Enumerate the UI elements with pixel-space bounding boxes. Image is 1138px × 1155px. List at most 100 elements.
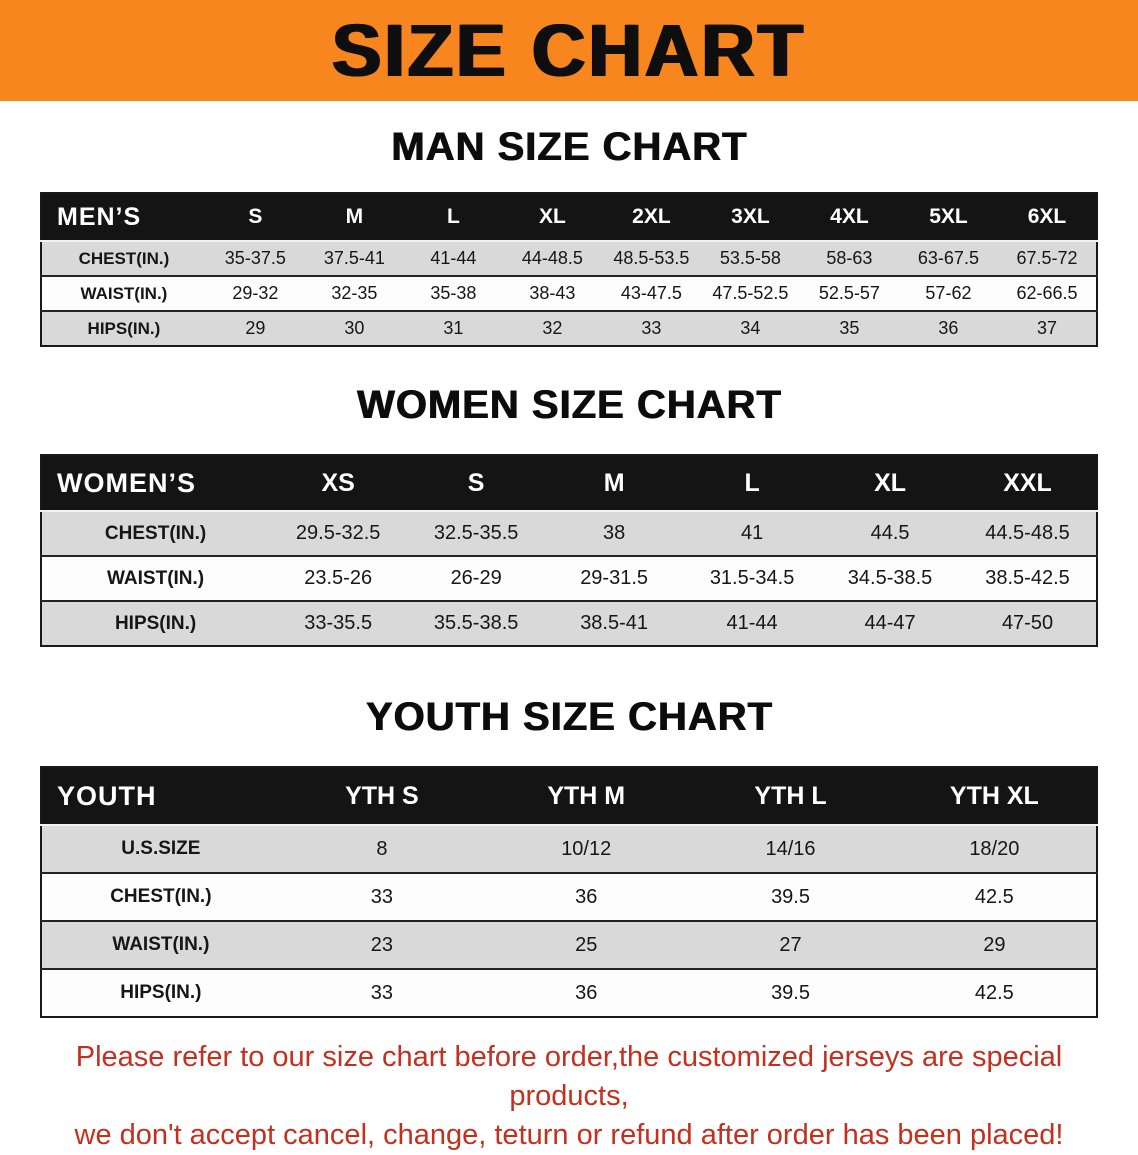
table-header-row: WOMEN’S XS S M L XL XXL	[41, 455, 1097, 512]
measurement-value-cell: 37.5-41	[304, 240, 404, 276]
measurement-value-cell: 32	[502, 310, 602, 346]
measurement-value-cell: 38.5-41	[545, 600, 684, 646]
row-label-cell: HIPS(IN.)	[41, 600, 270, 646]
measurement-value-cell: 43-47.5	[601, 275, 701, 311]
measurement-value-cell: 41-44	[403, 240, 503, 276]
row-label-cell: CHEST(IN.)	[41, 872, 280, 921]
table-header-row: MEN’S S M L XL 2XL 3XL 4XL 5XL 6XL	[41, 193, 1097, 242]
measurement-value-cell: 34	[700, 310, 800, 346]
measurement-value-cell: 39.5	[688, 872, 893, 921]
measurement-value-cell: 37	[997, 310, 1097, 346]
size-column-header: YTH L	[688, 767, 893, 826]
size-column-header: L	[683, 455, 822, 512]
disclaimer-line-2: we don't accept cancel, change, teturn o…	[74, 1119, 1064, 1151]
row-label-cell: HIPS(IN.)	[41, 310, 206, 346]
table-title-cell: YOUTH	[41, 767, 280, 826]
youth-section: YOUTH SIZE CHART YOUTH YTH S YTH M YTH L YTH…	[0, 695, 1138, 1018]
measurement-value-cell: 35.5-38.5	[407, 600, 546, 646]
table-row: CHEST(IN.) 33 36 39.5 42.5	[41, 872, 1097, 921]
measurement-value-cell: 29-32	[205, 275, 305, 311]
youth-size-table: YOUTH YTH S YTH M YTH L YTH XL U.S.SIZE 8 10/12…	[40, 766, 1098, 1018]
table-row: CHEST(IN.) 35-37.5 37.5-41 41-44 44-48.5 48.5…	[41, 240, 1097, 276]
measurement-value-cell: 63-67.5	[898, 240, 998, 276]
measurement-value-cell: 67.5-72	[997, 240, 1097, 276]
measurement-value-cell: 18/20	[892, 824, 1097, 873]
man-size-chart-heading: MAN SIZE CHART	[390, 125, 748, 169]
table-title-cell: MEN’S	[41, 193, 206, 242]
measurement-value-cell: 39.5	[688, 968, 893, 1017]
measurement-value-cell: 23.5-26	[269, 555, 408, 601]
size-column-header: 4XL	[799, 193, 899, 242]
size-column-header: M	[304, 193, 404, 242]
measurement-value-cell: 33	[601, 310, 701, 346]
measurement-value-cell: 29	[892, 920, 1097, 969]
table-row: HIPS(IN.) 29 30 31 32 33 34 35 36 37	[41, 310, 1097, 346]
measurement-value-cell: 32.5-35.5	[407, 510, 546, 556]
measurement-value-cell: 47.5-52.5	[700, 275, 800, 311]
measurement-value-cell: 35-37.5	[205, 240, 305, 276]
women-size-table: WOMEN’S XS S M L XL XXL CHEST(IN.) 29.5-32.5 32.5…	[40, 454, 1098, 647]
measurement-value-cell: 41	[683, 510, 822, 556]
measurement-value-cell: 38.5-42.5	[959, 555, 1097, 601]
row-label-cell: CHEST(IN.)	[41, 510, 270, 556]
measurement-value-cell: 29-31.5	[545, 555, 684, 601]
measurement-value-cell: 62-66.5	[997, 275, 1097, 311]
table-row: U.S.SIZE 8 10/12 14/16 18/20	[41, 824, 1097, 873]
measurement-value-cell: 29.5-32.5	[269, 510, 408, 556]
measurement-value-cell: 35	[799, 310, 899, 346]
table-row: WAIST(IN.) 29-32 32-35 35-38 38-43 43-47.5 47.…	[41, 275, 1097, 311]
size-column-header: S	[407, 455, 546, 512]
size-column-header: XXL	[959, 455, 1097, 512]
row-label-cell: WAIST(IN.)	[41, 555, 270, 601]
measurement-value-cell: 33-35.5	[269, 600, 408, 646]
table-header-row: YOUTH YTH S YTH M YTH L YTH XL	[41, 767, 1097, 826]
women-section: WOMEN SIZE CHART WOMEN’S XS S M L XL XXL CHEST(…	[0, 383, 1138, 647]
size-column-header: YTH XL	[892, 767, 1097, 826]
measurement-value-cell: 44.5	[821, 510, 960, 556]
measurement-value-cell: 34.5-38.5	[821, 555, 960, 601]
measurement-value-cell: 14/16	[688, 824, 893, 873]
measurement-value-cell: 52.5-57	[799, 275, 899, 311]
measurement-value-cell: 31.5-34.5	[683, 555, 822, 601]
measurement-value-cell: 23	[279, 920, 485, 969]
table-row: HIPS(IN.) 33-35.5 35.5-38.5 38.5-41 41-44 44-…	[41, 600, 1097, 646]
measurement-value-cell: 8	[279, 824, 485, 873]
size-column-header: YTH S	[279, 767, 485, 826]
measurement-value-cell: 29	[205, 310, 305, 346]
measurement-value-cell: 32-35	[304, 275, 404, 311]
women-size-chart-heading: WOMEN SIZE CHART	[356, 383, 782, 427]
measurement-value-cell: 41-44	[683, 600, 822, 646]
measurement-value-cell: 26-29	[407, 555, 546, 601]
youth-size-chart-heading: YOUTH SIZE CHART	[365, 695, 773, 739]
size-column-header: 6XL	[997, 193, 1097, 242]
measurement-value-cell: 33	[279, 968, 485, 1017]
row-label-cell: CHEST(IN.)	[41, 240, 206, 276]
measurement-value-cell: 38-43	[502, 275, 602, 311]
row-label-cell: HIPS(IN.)	[41, 968, 280, 1017]
size-column-header: M	[545, 455, 684, 512]
table-row: WAIST(IN.) 23.5-26 26-29 29-31.5 31.5-34.5 34…	[41, 555, 1097, 601]
size-column-header: 2XL	[601, 193, 701, 242]
disclaimer-note: Please refer to our size chart before or…	[14, 1038, 1124, 1155]
orange-banner: SIZE CHART	[0, 0, 1138, 101]
measurement-value-cell: 44-47	[821, 600, 960, 646]
measurement-value-cell: 53.5-58	[700, 240, 800, 276]
size-column-header: 5XL	[898, 193, 998, 242]
size-column-header: XS	[269, 455, 408, 512]
measurement-value-cell: 58-63	[799, 240, 899, 276]
page-title: SIZE CHART	[332, 8, 806, 92]
measurement-value-cell: 31	[403, 310, 503, 346]
measurement-value-cell: 36	[484, 968, 689, 1017]
measurement-value-cell: 36	[484, 872, 689, 921]
table-title-cell: WOMEN’S	[41, 455, 270, 512]
table-row: CHEST(IN.) 29.5-32.5 32.5-35.5 38 41 44.5 44.5…	[41, 510, 1097, 556]
measurement-value-cell: 27	[688, 920, 893, 969]
measurement-value-cell: 42.5	[892, 872, 1097, 921]
measurement-value-cell: 38	[545, 510, 684, 556]
size-column-header: XL	[502, 193, 602, 242]
size-column-header: L	[403, 193, 503, 242]
row-label-cell: U.S.SIZE	[41, 824, 280, 873]
measurement-value-cell: 10/12	[484, 824, 689, 873]
measurement-value-cell: 33	[279, 872, 485, 921]
